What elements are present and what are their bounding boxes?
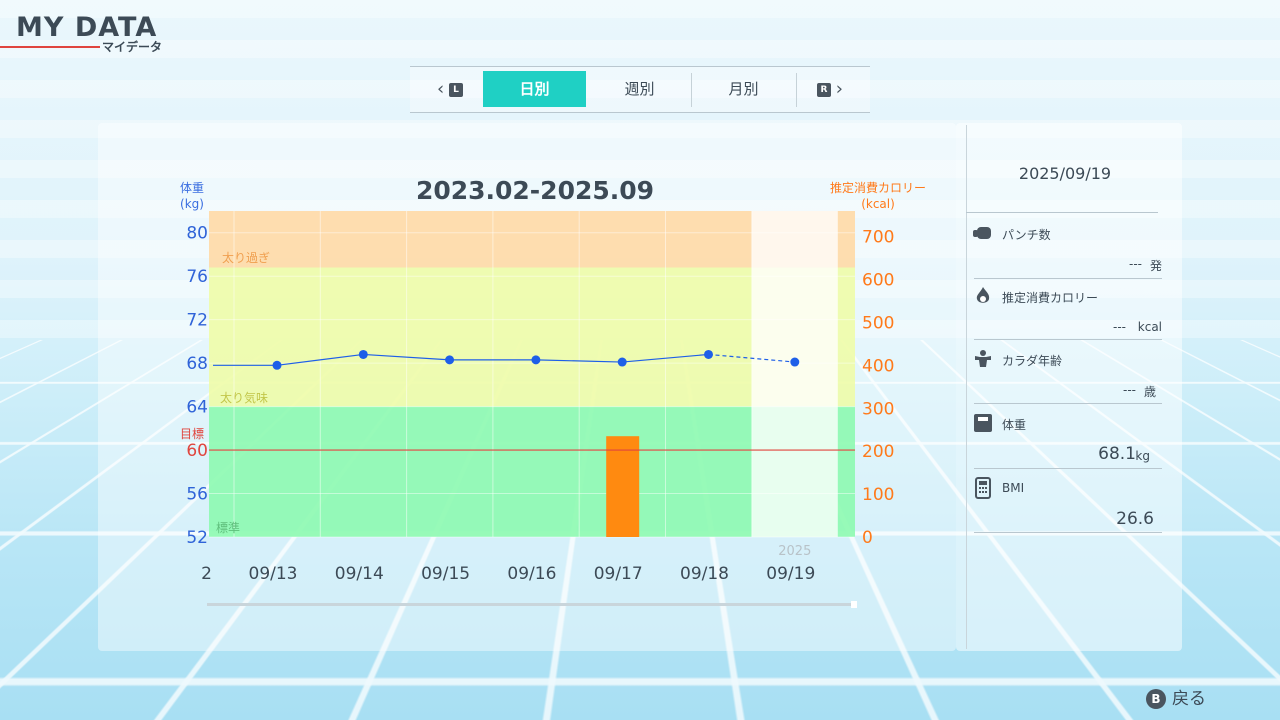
- calorie-unit: kcal: [1138, 320, 1162, 334]
- weight-point: [531, 355, 540, 364]
- flame-icon: [972, 285, 994, 307]
- bmi-label: BMI: [1002, 481, 1024, 495]
- detail-divider: [974, 339, 1162, 340]
- weight-axis-label: 体重 (kg): [170, 180, 214, 212]
- weight-point: [618, 358, 627, 367]
- x-tick-label: 09/13: [249, 564, 298, 584]
- body-age-label: カラダ年齢: [1002, 352, 1062, 369]
- calorie-value: ---: [1113, 320, 1126, 334]
- calorie-label: 推定消費カロリー: [1002, 289, 1098, 306]
- zone-label-overweight: 太り過ぎ: [222, 249, 270, 266]
- weight-tick-label: 64: [186, 398, 208, 418]
- calorie-axis-label-line2: (kcal): [818, 196, 938, 212]
- muscle-icon: [972, 348, 994, 370]
- calorie-bar: [606, 436, 639, 537]
- body-age-value: ---: [1123, 383, 1136, 397]
- x-tick-label: 09/16: [507, 564, 556, 584]
- detail-divider: [974, 403, 1162, 404]
- calorie-tick-label: 100: [862, 485, 894, 505]
- chart-scrollbar-thumb[interactable]: [851, 601, 857, 608]
- highlight-column: [752, 211, 838, 537]
- calorie-tick-label: 200: [862, 442, 894, 462]
- scale-icon: [972, 412, 994, 434]
- zone-label-standard: 標準: [216, 519, 240, 536]
- weight-point: [359, 350, 368, 359]
- back-button[interactable]: B 戻る: [1146, 684, 1206, 709]
- punch-count-value: ---: [1129, 257, 1142, 271]
- weight-tick-label: 68: [186, 354, 208, 374]
- x-tick-label: 09/14: [335, 564, 384, 584]
- calculator-icon: [972, 477, 994, 499]
- x-tick-label-partial: 2: [201, 564, 212, 584]
- zone-label-slightly-overweight: 太り気味: [220, 389, 268, 406]
- chart-scrollbar[interactable]: [207, 603, 857, 606]
- body-age-unit: 歳: [1144, 383, 1156, 400]
- chart-title: 2023.02-2025.09: [370, 176, 700, 205]
- year-label: 2025: [778, 544, 811, 559]
- bmi-value: 26.6: [1116, 509, 1154, 529]
- detail-divider: [974, 532, 1162, 533]
- x-tick-label: 09/15: [421, 564, 470, 584]
- x-tick-label: 09/19: [766, 564, 815, 584]
- x-tick-label: 09/17: [594, 564, 643, 584]
- weight-point: [790, 358, 799, 367]
- weight-axis-label-line2: (kg): [170, 196, 214, 212]
- detail-divider: [974, 278, 1162, 279]
- calorie-tick-label: 600: [862, 271, 894, 291]
- calorie-tick-label: 500: [862, 314, 894, 334]
- weight-label: 体重: [1002, 416, 1026, 433]
- selected-date: 2025/09/19: [990, 164, 1140, 183]
- punch-count-unit: 発: [1150, 257, 1162, 274]
- weight-tick-label: 52: [186, 528, 208, 548]
- weight-point: [445, 355, 454, 364]
- weight-tick-label: 76: [186, 267, 208, 287]
- weight-tick-label: 80: [186, 224, 208, 244]
- calorie-tick-label: 700: [862, 228, 894, 248]
- x-tick-label: 09/18: [680, 564, 729, 584]
- goal-label: 目標: [180, 425, 204, 442]
- back-label: 戻る: [1172, 689, 1206, 709]
- weight-axis-label-line1: 体重: [170, 180, 214, 196]
- b-button-icon: B: [1146, 689, 1166, 709]
- punch-count-label: パンチ数: [1002, 226, 1051, 243]
- detail-divider: [966, 212, 1158, 213]
- weight-tick-label: 72: [186, 311, 208, 331]
- detail-divider: [974, 468, 1162, 469]
- weight-point: [273, 361, 282, 370]
- weight-tick-label: 60: [186, 441, 208, 461]
- weight-point: [704, 350, 713, 359]
- weight-unit: kg: [1135, 449, 1150, 463]
- calorie-tick-label: 400: [862, 356, 894, 376]
- calorie-axis-label: 推定消費カロリー (kcal): [818, 180, 938, 212]
- weight-value: 68.1: [1098, 444, 1136, 464]
- calorie-axis-label-line1: 推定消費カロリー: [818, 180, 938, 196]
- weight-tick-label: 56: [186, 485, 208, 505]
- calorie-tick-label: 0: [862, 528, 873, 548]
- glove-icon: [972, 222, 994, 244]
- calorie-tick-label: 300: [862, 399, 894, 419]
